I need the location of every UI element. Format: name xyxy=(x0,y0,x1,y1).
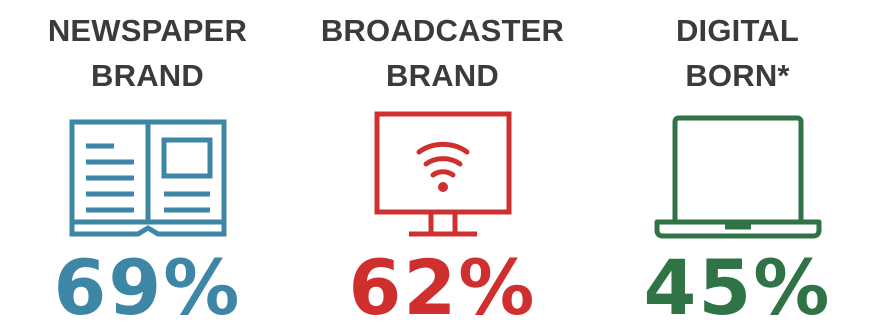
digital-born-column: DIGITAL BORN* 45% xyxy=(590,0,885,330)
newspaper-brand-heading: NEWSPAPER BRAND xyxy=(0,8,295,98)
broadcaster-brand-heading: BROADCASTER BRAND xyxy=(295,8,590,98)
laptop-icon xyxy=(590,104,885,244)
digital-heading-line2: BORN* xyxy=(685,58,790,93)
open-book-icon xyxy=(0,104,295,244)
newspaper-percentage: 69% xyxy=(53,243,242,332)
broadcaster-brand-column: BROADCASTER BRAND 62% xyxy=(295,0,590,330)
digital-heading-line1: DIGITAL xyxy=(675,13,800,48)
digital-percentage: 45% xyxy=(643,243,832,332)
tv-wifi-icon xyxy=(295,104,590,244)
newspaper-brand-column: NEWSPAPER BRAND 6 xyxy=(0,0,295,330)
newspaper-heading-line2: BRAND xyxy=(91,58,204,93)
broadcaster-heading-line1: BROADCASTER xyxy=(320,13,565,48)
broadcaster-heading-line2: BRAND xyxy=(386,58,499,93)
digital-born-heading: DIGITAL BORN* xyxy=(590,8,885,98)
broadcaster-percentage: 62% xyxy=(348,243,537,332)
newspaper-heading-line1: NEWSPAPER xyxy=(47,13,248,48)
